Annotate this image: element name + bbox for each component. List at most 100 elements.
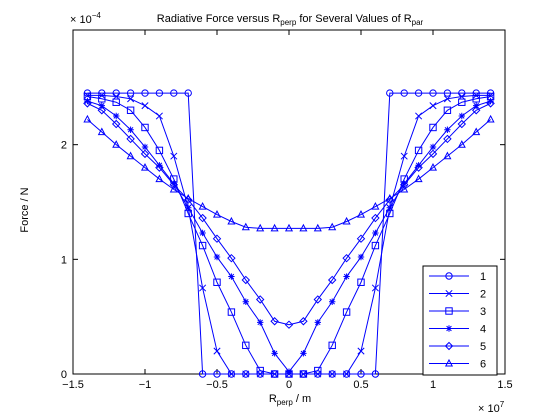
data-point-6 [256,223,265,232]
data-point-6 [112,140,121,148]
data-point-5 [155,163,164,172]
data-point-5 [126,134,135,144]
data-point-2 [141,102,149,110]
data-point-5 [428,149,438,159]
data-point-3 [227,308,236,316]
data-point-6 [414,174,423,183]
data-point-6 [140,163,150,171]
y-tick-label: 0 [61,369,67,381]
legend-marker [444,358,454,367]
y-axis-label: Force / N [19,187,31,232]
legend-item-2: 2 [429,289,486,301]
data-point-5 [255,295,265,304]
x-tick-label: 0 [286,379,292,391]
x-tick-label: 1 [430,379,436,391]
data-point-3 [472,95,480,103]
data-point-1 [443,89,452,97]
data-point-5 [313,295,323,304]
data-point-2 [343,370,351,378]
data-point-4 [444,126,451,133]
legend-marker [444,341,454,351]
data-point-5 [83,99,92,108]
data-point-1 [170,89,178,97]
data-point-4 [141,143,149,151]
data-point-2 [357,347,365,355]
data-point-1 [184,89,192,97]
legend-item-4: 4 [429,324,486,336]
data-point-1 [371,370,380,378]
data-point-6 [371,201,380,210]
data-point-5 [327,275,337,285]
x-tick-label: 1.5 [497,379,512,391]
data-point-6 [428,163,438,171]
series-line-6 [87,119,491,229]
data-point-3 [155,146,164,155]
data-point-2 [443,95,451,103]
data-point-4 [156,162,163,169]
data-point-5 [443,134,452,144]
data-point-4 [228,273,235,280]
data-point-4 [300,350,307,357]
data-point-4 [185,204,192,211]
data-point-5 [198,213,207,223]
data-point-6 [169,184,178,193]
data-point-6 [400,184,409,193]
data-point-4 [84,97,91,105]
data-point-6 [356,210,366,218]
data-point-2 [429,102,437,110]
data-point-5 [356,234,366,243]
data-point-6 [313,223,322,232]
data-point-1 [414,89,423,97]
data-point-4 [98,102,105,109]
data-point-1 [213,370,221,378]
data-point-6 [83,114,92,123]
data-point-1 [141,89,149,97]
data-point-5 [342,253,351,263]
data-point-6 [284,223,294,232]
data-point-1 [155,89,164,97]
y-tick-label: 2 [61,140,67,152]
data-point-4 [415,162,422,169]
data-point-6 [241,222,250,231]
x-tick-label: −1.5 [62,379,84,391]
data-point-3 [342,308,351,316]
legend: 1 2 3 4 5 6 [422,265,498,376]
x-axis-label: Rperp / m [269,393,311,407]
data-point-5 [486,99,495,108]
x-tick-label: 0.5 [353,379,368,391]
data-point-4 [127,126,134,133]
data-point-4 [285,368,293,375]
y-tick-label: 1 [61,254,67,266]
data-point-4 [473,102,480,109]
data-point-4 [357,253,365,261]
x-axis-exponent: × 107 [478,400,505,415]
data-point-4 [487,97,494,105]
data-point-4 [271,350,278,357]
data-point-4 [113,112,120,120]
data-point-5 [284,320,294,329]
data-point-4 [199,229,206,237]
data-point-5 [140,149,150,159]
legend-label: 2 [480,289,486,301]
legend-label: 1 [480,271,486,283]
data-point-6 [184,193,193,202]
data-point-1 [126,89,135,97]
data-point-2 [170,152,178,160]
chart-title: Radiative Force versus Rperp for Several… [157,13,424,27]
data-point-3 [270,370,279,378]
data-point-5 [241,275,251,285]
data-point-4 [257,319,264,326]
data-point-2 [213,347,221,355]
series-4 [84,97,494,375]
legend-label: 5 [480,341,486,353]
data-point-3 [198,241,207,250]
data-point-4 [170,180,177,187]
data-point-6 [212,210,222,218]
legend-marker [445,272,453,280]
data-point-3 [429,123,437,132]
data-point-5 [371,213,380,223]
x-tick-label: −0.5 [206,379,228,391]
data-point-1 [357,370,365,378]
legend-item-6: 6 [429,359,486,371]
